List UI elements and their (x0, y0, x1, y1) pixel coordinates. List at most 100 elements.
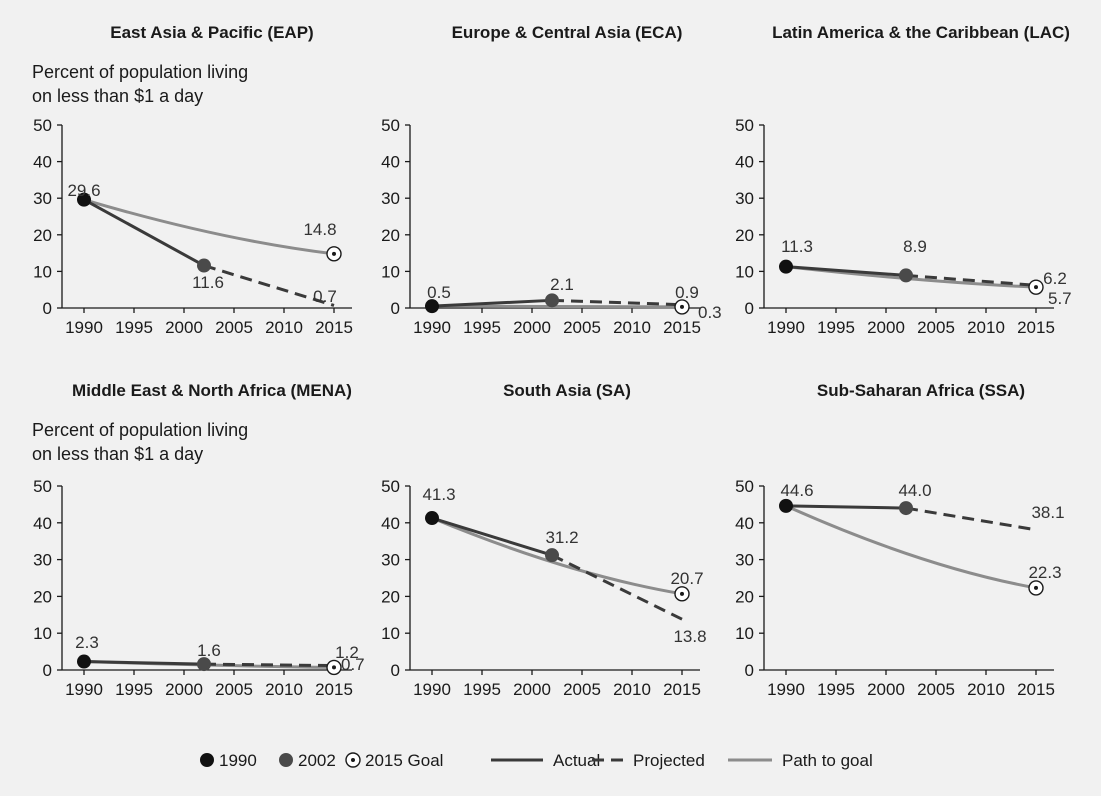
data-label: 11.6 (192, 273, 224, 292)
marker-1990 (425, 511, 439, 526)
panel-mena: Middle East & North Africa (MENA) Percent… (32, 381, 365, 699)
y-tick-label: 10 (735, 262, 754, 281)
x-tick-label: 1995 (463, 318, 501, 337)
series-projected (203, 264, 335, 307)
marker-2002 (899, 501, 913, 516)
data-label: 2.3 (75, 633, 99, 652)
x-tick-label: 2005 (917, 680, 955, 699)
x-tick-label: 1990 (413, 680, 451, 699)
panel-lac: Latin America & the Caribbean (LAC) 0 10 20… (735, 23, 1072, 337)
marker-2015-goal-dot (1034, 285, 1038, 290)
series-actual (83, 198, 205, 267)
y-tick-label: 0 (391, 661, 400, 680)
x-tick-label: 2010 (265, 318, 303, 337)
data-label: 6.2 (1043, 269, 1067, 288)
panel-eca: Europe & Central Asia (ECA) 0 10 20 30 40 50 19… (381, 23, 722, 337)
panel-ssa: Sub-Saharan Africa (SSA) 0 10 20 30 40 50 1990 1… (735, 381, 1064, 699)
y-axis-label: on less than $1 a day (32, 444, 203, 464)
legend-1990-marker (200, 753, 214, 767)
data-label: 0.9 (675, 283, 699, 302)
x-tick-label: 1995 (115, 680, 153, 699)
y-tick-label: 20 (381, 587, 400, 606)
y-tick-label: 20 (381, 226, 400, 245)
y-tick-label: 40 (381, 153, 400, 172)
series-path-to-goal (431, 304, 683, 309)
y-tick-label: 0 (43, 299, 52, 318)
y-tick-label: 40 (735, 153, 754, 172)
x-tick-label: 2015 (1017, 318, 1055, 337)
marker-2015-goal-dot (1034, 585, 1038, 590)
y-tick-label: 20 (33, 226, 52, 245)
y-tick-label: 30 (33, 189, 52, 208)
legend-2002-marker (279, 753, 293, 767)
data-label: 1.6 (197, 641, 221, 660)
series-actual (785, 265, 907, 277)
x-tick-label: 2015 (315, 318, 353, 337)
y-tick-label: 40 (735, 514, 754, 533)
marker-2002 (197, 258, 211, 273)
marker-1990 (77, 192, 91, 207)
x-tick-label: 2000 (165, 318, 203, 337)
y-tick-label: 40 (33, 514, 52, 533)
x-tick-label: 2000 (165, 680, 203, 699)
legend-label: Projected (633, 751, 705, 770)
y-tick-label: 40 (33, 153, 52, 172)
legend-label: 1990 (219, 751, 257, 770)
series-projected (551, 553, 683, 621)
y-tick-label: 30 (735, 189, 754, 208)
y-tick-label: 50 (735, 116, 754, 135)
marker-2015-goal-dot (332, 251, 336, 256)
data-label: 11.3 (781, 237, 813, 256)
x-tick-label: 1995 (817, 680, 855, 699)
y-tick-label: 50 (381, 477, 400, 496)
legend-goal-marker-dot (351, 758, 355, 762)
x-tick-label: 2015 (663, 318, 701, 337)
series-path-to-goal (785, 504, 1037, 590)
x-tick-label: 2005 (215, 318, 253, 337)
panel-title: East Asia & Pacific (EAP) (110, 23, 313, 42)
x-tick-label: 2005 (917, 318, 955, 337)
x-tick-label: 1990 (767, 318, 805, 337)
x-tick-label: 1995 (115, 318, 153, 337)
series-projected (203, 662, 335, 668)
y-tick-label: 40 (381, 514, 400, 533)
y-tick-label: 0 (745, 661, 754, 680)
series-actual (785, 504, 907, 510)
x-tick-label: 2010 (613, 318, 651, 337)
series-actual (83, 660, 205, 666)
marker-1990 (779, 259, 793, 274)
y-tick-label: 50 (381, 116, 400, 135)
x-tick-label: 2005 (563, 680, 601, 699)
data-label: 14.8 (303, 220, 336, 239)
x-tick-label: 2010 (967, 318, 1005, 337)
panel-title: Latin America & the Caribbean (LAC) (772, 23, 1070, 42)
data-label: 8.9 (903, 237, 927, 256)
y-tick-label: 10 (735, 624, 754, 643)
panel-title: Europe & Central Asia (ECA) (452, 23, 683, 42)
x-tick-label: 1990 (767, 680, 805, 699)
data-label: 29.6 (67, 181, 100, 200)
y-tick-label: 20 (33, 587, 52, 606)
data-label: 0.3 (698, 303, 722, 322)
x-tick-label: 2015 (663, 680, 701, 699)
legend-label: Path to goal (782, 751, 873, 770)
x-tick-label: 2000 (513, 680, 551, 699)
data-label: 5.7 (1048, 289, 1072, 308)
y-tick-label: 0 (391, 299, 400, 318)
x-tick-label: 2000 (513, 318, 551, 337)
series-path-to-goal (83, 198, 335, 256)
y-tick-label: 50 (735, 477, 754, 496)
y-axis-label: Percent of population living (32, 420, 248, 440)
marker-2015-goal-dot (680, 591, 684, 596)
x-tick-label: 2000 (867, 318, 905, 337)
panel-eap: East Asia & Pacific (EAP) Percent of popu… (32, 23, 353, 337)
x-tick-label: 2005 (215, 680, 253, 699)
y-tick-label: 20 (735, 587, 754, 606)
legend-label: 2015 Goal (365, 751, 443, 770)
y-tick-label: 50 (33, 116, 52, 135)
y-axis-label: Percent of population living (32, 62, 248, 82)
y-tick-label: 10 (381, 262, 400, 281)
panel-title: South Asia (SA) (503, 381, 631, 400)
y-tick-label: 30 (735, 551, 754, 570)
